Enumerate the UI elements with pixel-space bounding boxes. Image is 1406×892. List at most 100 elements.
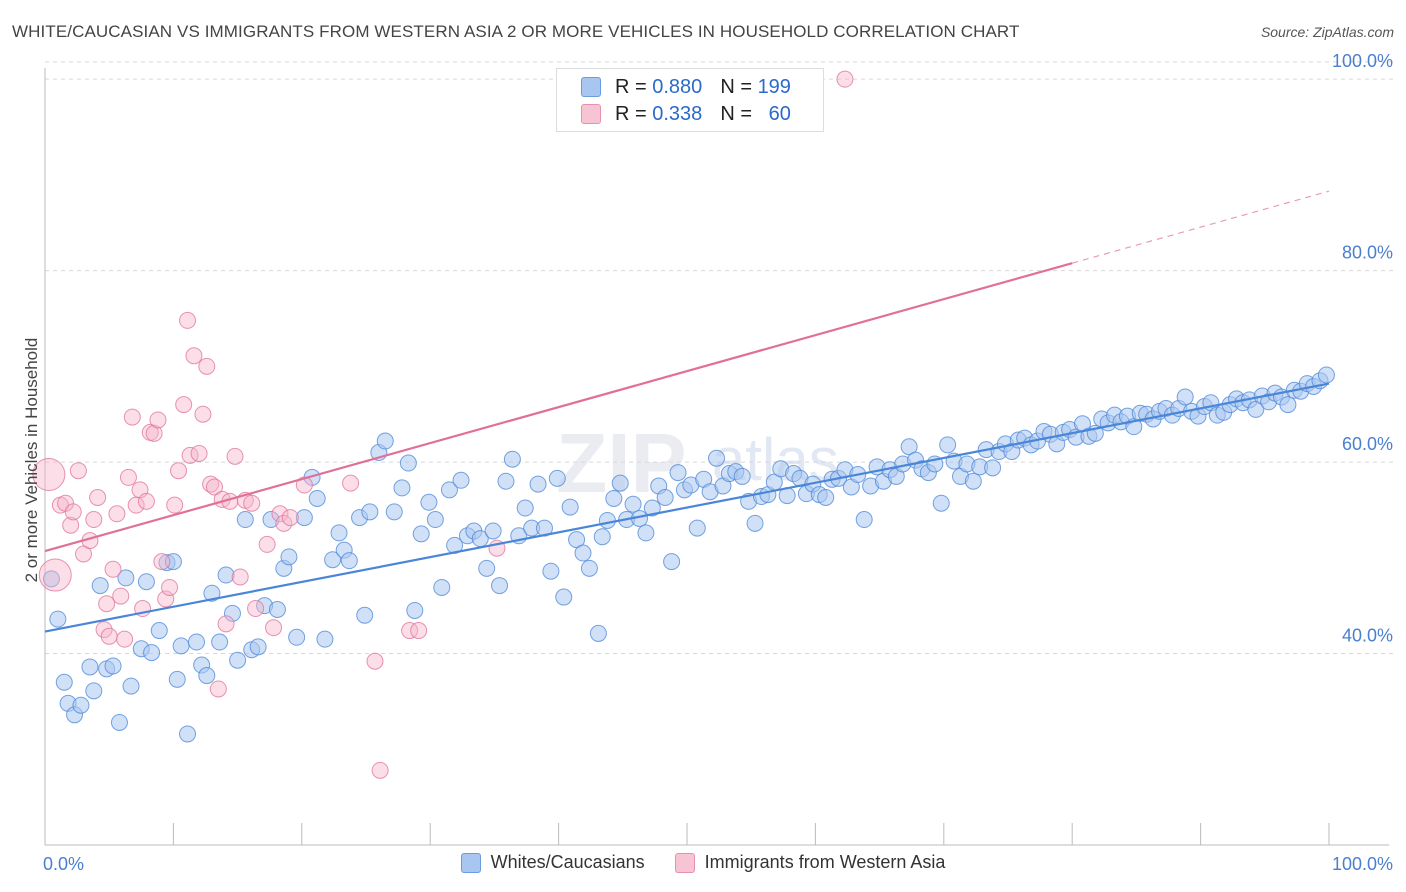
data-point [939, 436, 957, 454]
data-point [271, 505, 289, 523]
data-point [69, 462, 87, 480]
data-point [72, 696, 90, 714]
trend-lines [44, 190, 1330, 633]
series-whites-points [42, 366, 1335, 743]
data-point [589, 624, 607, 642]
data-point [175, 396, 193, 414]
data-point [593, 528, 611, 546]
legend-label-whites: Whites/Caucasians [490, 852, 645, 872]
x-tick-label-end: 100.0% [1332, 854, 1393, 874]
data-point [198, 357, 216, 375]
stats-row-immigrants: R = 0.338 N = 60 [557, 100, 791, 128]
data-point [123, 408, 141, 426]
r-label: R = [615, 75, 647, 98]
data-point [38, 558, 72, 592]
stats-legend: R = 0.880 N = 199 R = 0.338 N = 60 [556, 68, 824, 132]
data-point [656, 488, 674, 506]
data-point [1317, 366, 1335, 384]
data-point [236, 511, 254, 529]
data-point [243, 494, 261, 512]
data-point [62, 516, 80, 534]
data-point [209, 680, 227, 698]
r-value: 0.880 [652, 75, 703, 98]
data-point [249, 638, 267, 656]
data-point [663, 553, 681, 571]
data-point [89, 488, 107, 506]
data-point [98, 595, 116, 613]
data-point [598, 511, 616, 529]
data-point [611, 474, 629, 492]
data-point [295, 509, 313, 527]
data-point [119, 468, 137, 486]
data-point [217, 566, 235, 584]
data-point [85, 511, 103, 529]
data-point [275, 514, 293, 532]
data-point [217, 615, 235, 633]
legend-swatch-whites [460, 852, 481, 873]
data-point [964, 472, 982, 490]
data-point [1279, 396, 1297, 414]
data-point [361, 503, 379, 521]
legend-label-immigrants: Immigrants from Western Asia [704, 852, 946, 872]
data-point [746, 514, 764, 532]
data-point [440, 481, 458, 499]
data-point [100, 627, 118, 645]
grid-lines [45, 61, 1394, 655]
data-point [330, 524, 348, 542]
data-point [433, 578, 451, 596]
data-point [116, 630, 134, 648]
data-point [49, 610, 67, 628]
data-point [484, 522, 502, 540]
data-point [605, 489, 623, 507]
data-point [262, 511, 280, 529]
data-point [164, 553, 182, 571]
n-label: N = [720, 102, 752, 125]
legend-item-immigrants[interactable]: Immigrants from Western Asia [674, 852, 946, 873]
axes [44, 68, 1389, 846]
data-point [188, 633, 206, 651]
data-point [420, 493, 438, 511]
data-point [491, 577, 509, 595]
data-point [366, 652, 384, 670]
data-point [268, 601, 286, 618]
data-point [516, 499, 534, 517]
data-point [452, 471, 470, 489]
n-value: 60 [768, 102, 791, 125]
data-point [733, 467, 751, 485]
legend-swatch-immigrants [581, 104, 601, 124]
data-point [555, 588, 573, 606]
data-point [548, 469, 566, 487]
legend-swatch-immigrants [674, 852, 695, 873]
data-point [265, 619, 283, 637]
data-point [179, 725, 197, 743]
data-point [371, 761, 389, 779]
legend-item-whites[interactable]: Whites/Caucasians [460, 852, 645, 873]
data-point [137, 573, 155, 591]
data-point [185, 347, 203, 365]
data-point [281, 509, 299, 527]
data-point [145, 424, 163, 442]
data-point [542, 562, 560, 580]
data-point [529, 475, 547, 493]
data-point [149, 411, 167, 429]
data-point [231, 568, 249, 586]
data-point [669, 464, 687, 482]
data-point [247, 600, 265, 618]
data-point [399, 454, 417, 472]
data-point [393, 479, 411, 497]
data-point [55, 673, 73, 691]
data-point [150, 622, 168, 640]
data-point [280, 548, 298, 566]
data-point [226, 447, 244, 465]
y-tick-label: 80.0% [1342, 243, 1393, 263]
x-tick-label-start: 0.0% [43, 854, 84, 874]
data-point [137, 492, 155, 510]
data-point [157, 590, 175, 608]
trend-line-solid [44, 262, 1073, 553]
data-point [190, 444, 208, 462]
data-point [406, 601, 424, 619]
data-point [497, 472, 515, 490]
data-point [855, 511, 873, 529]
stats-row-whites: R = 0.880 N = 199 [557, 73, 791, 101]
